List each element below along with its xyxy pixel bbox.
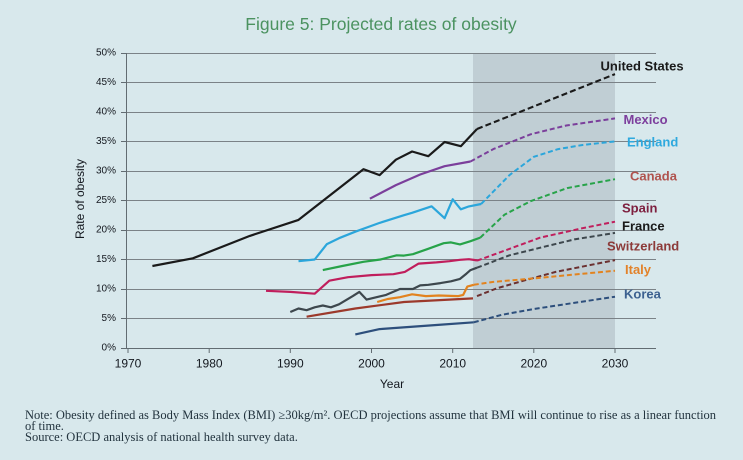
svg-text:Canada: Canada xyxy=(630,169,678,184)
svg-text:France: France xyxy=(622,219,665,234)
svg-text:5%: 5% xyxy=(102,313,117,324)
svg-text:2020: 2020 xyxy=(520,357,547,371)
svg-text:30%: 30% xyxy=(96,166,116,177)
svg-text:0%: 0% xyxy=(102,343,117,354)
svg-text:45%: 45% xyxy=(96,77,116,88)
svg-text:2030: 2030 xyxy=(602,357,629,371)
svg-text:Year: Year xyxy=(380,377,404,391)
svg-text:25%: 25% xyxy=(96,195,116,206)
svg-text:1970: 1970 xyxy=(115,357,142,371)
svg-text:Rate of obesity: Rate of obesity xyxy=(73,159,87,239)
svg-text:20%: 20% xyxy=(96,225,116,236)
svg-text:15%: 15% xyxy=(96,254,116,265)
svg-text:50%: 50% xyxy=(96,48,116,59)
svg-text:10%: 10% xyxy=(96,284,116,295)
svg-text:Switzerland: Switzerland xyxy=(607,239,679,254)
svg-text:Korea: Korea xyxy=(624,287,662,302)
svg-text:1980: 1980 xyxy=(196,357,223,371)
svg-text:40%: 40% xyxy=(96,107,116,118)
svg-text:1990: 1990 xyxy=(277,357,304,371)
svg-text:Spain: Spain xyxy=(622,201,657,216)
svg-text:2000: 2000 xyxy=(358,357,385,371)
svg-text:2010: 2010 xyxy=(439,357,466,371)
svg-text:England: England xyxy=(627,135,678,150)
svg-text:Mexico: Mexico xyxy=(624,112,668,127)
svg-text:Italy: Italy xyxy=(625,262,652,277)
svg-text:35%: 35% xyxy=(96,136,116,147)
svg-text:United States: United States xyxy=(601,58,684,73)
